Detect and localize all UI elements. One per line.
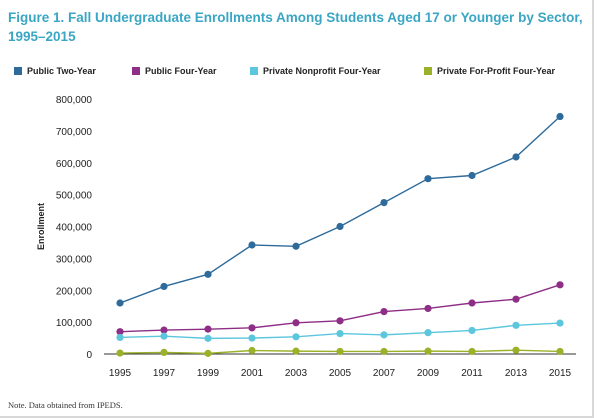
data-point bbox=[512, 346, 520, 354]
y-tick-label: 400,000 bbox=[56, 223, 93, 234]
data-point bbox=[380, 331, 388, 339]
data-point bbox=[160, 348, 168, 357]
data-point bbox=[248, 324, 256, 332]
data-point bbox=[424, 304, 432, 313]
y-tick-label: 200,000 bbox=[56, 286, 93, 297]
x-tick-label: 2013 bbox=[505, 368, 528, 379]
data-point bbox=[204, 349, 212, 357]
y-axis-label: Enrollment bbox=[36, 203, 46, 250]
x-tick-label: 2005 bbox=[329, 368, 352, 379]
x-tick-label: 2001 bbox=[241, 368, 264, 379]
x-tick-label: 1999 bbox=[197, 368, 220, 379]
y-tick-label: 500,000 bbox=[56, 191, 93, 202]
data-point bbox=[292, 242, 300, 250]
y-tick-label: 100,000 bbox=[56, 318, 93, 329]
data-point bbox=[512, 295, 520, 303]
data-point bbox=[160, 326, 168, 334]
legend-label: Public Four-Year bbox=[145, 66, 217, 76]
data-point bbox=[292, 333, 300, 341]
data-point bbox=[468, 171, 476, 180]
data-point bbox=[336, 347, 344, 356]
legend-label: Private For-Profit Four-Year bbox=[437, 66, 556, 76]
data-point bbox=[292, 319, 300, 327]
data-point bbox=[116, 299, 124, 307]
legend-item: Public Four-Year bbox=[132, 66, 217, 76]
data-point bbox=[380, 198, 388, 207]
data-point bbox=[248, 241, 256, 249]
data-point bbox=[556, 319, 564, 327]
data-point bbox=[204, 270, 212, 278]
data-point bbox=[512, 321, 520, 329]
data-point bbox=[336, 222, 344, 231]
data-point bbox=[556, 112, 564, 121]
x-tick-label: 2009 bbox=[417, 368, 440, 379]
data-point bbox=[380, 347, 388, 356]
data-point bbox=[424, 329, 432, 337]
legend-swatch bbox=[14, 67, 22, 75]
data-point bbox=[248, 346, 256, 355]
figure-note: Note. Data obtained from IPEDS. bbox=[8, 400, 123, 410]
data-point bbox=[556, 281, 564, 289]
x-tick-label: 1995 bbox=[109, 368, 132, 379]
data-point bbox=[424, 175, 432, 183]
x-tick-label: 2003 bbox=[285, 368, 308, 379]
y-tick-label: 800,000 bbox=[56, 95, 93, 106]
x-tick-label: 2007 bbox=[373, 368, 396, 379]
legend-item: Private Nonprofit Four-Year bbox=[250, 66, 381, 76]
data-point bbox=[512, 153, 520, 161]
y-tick-label: 300,000 bbox=[56, 254, 93, 265]
x-tick-label: 2015 bbox=[549, 368, 572, 379]
figure-title: Figure 1. Fall Undergraduate Enrollments… bbox=[8, 10, 583, 44]
legend-swatch bbox=[424, 67, 432, 75]
y-tick-label: 0 bbox=[86, 350, 92, 361]
data-point bbox=[424, 347, 432, 355]
legend-label: Private Nonprofit Four-Year bbox=[263, 66, 381, 76]
legend-swatch bbox=[250, 67, 258, 75]
data-point bbox=[468, 347, 476, 356]
x-tick-label: 1997 bbox=[153, 368, 176, 379]
data-point bbox=[380, 308, 388, 316]
data-point bbox=[160, 332, 168, 340]
data-point bbox=[336, 330, 344, 338]
legend-item: Private For-Profit Four-Year bbox=[424, 66, 555, 76]
data-point bbox=[116, 349, 124, 357]
series-line-1 bbox=[119, 284, 561, 333]
data-point bbox=[204, 334, 212, 342]
chart-legend: Public Two-Year Public Four-Year Private N… bbox=[14, 66, 594, 82]
y-tick-label: 700,000 bbox=[56, 127, 93, 138]
data-point bbox=[204, 325, 212, 333]
data-point bbox=[160, 282, 168, 291]
data-point bbox=[468, 299, 476, 307]
data-point bbox=[556, 347, 564, 356]
legend-label: Public Two-Year bbox=[27, 66, 96, 76]
data-point bbox=[336, 317, 344, 325]
legend-item: Public Two-Year bbox=[14, 66, 96, 76]
data-point bbox=[116, 333, 124, 342]
y-tick-label: 600,000 bbox=[56, 159, 93, 170]
legend-swatch bbox=[132, 67, 140, 75]
data-point bbox=[248, 334, 256, 342]
data-point bbox=[468, 326, 476, 335]
series-line-0 bbox=[119, 116, 561, 304]
data-point bbox=[116, 328, 124, 336]
x-tick-label: 2011 bbox=[461, 368, 483, 379]
data-point bbox=[292, 347, 300, 355]
